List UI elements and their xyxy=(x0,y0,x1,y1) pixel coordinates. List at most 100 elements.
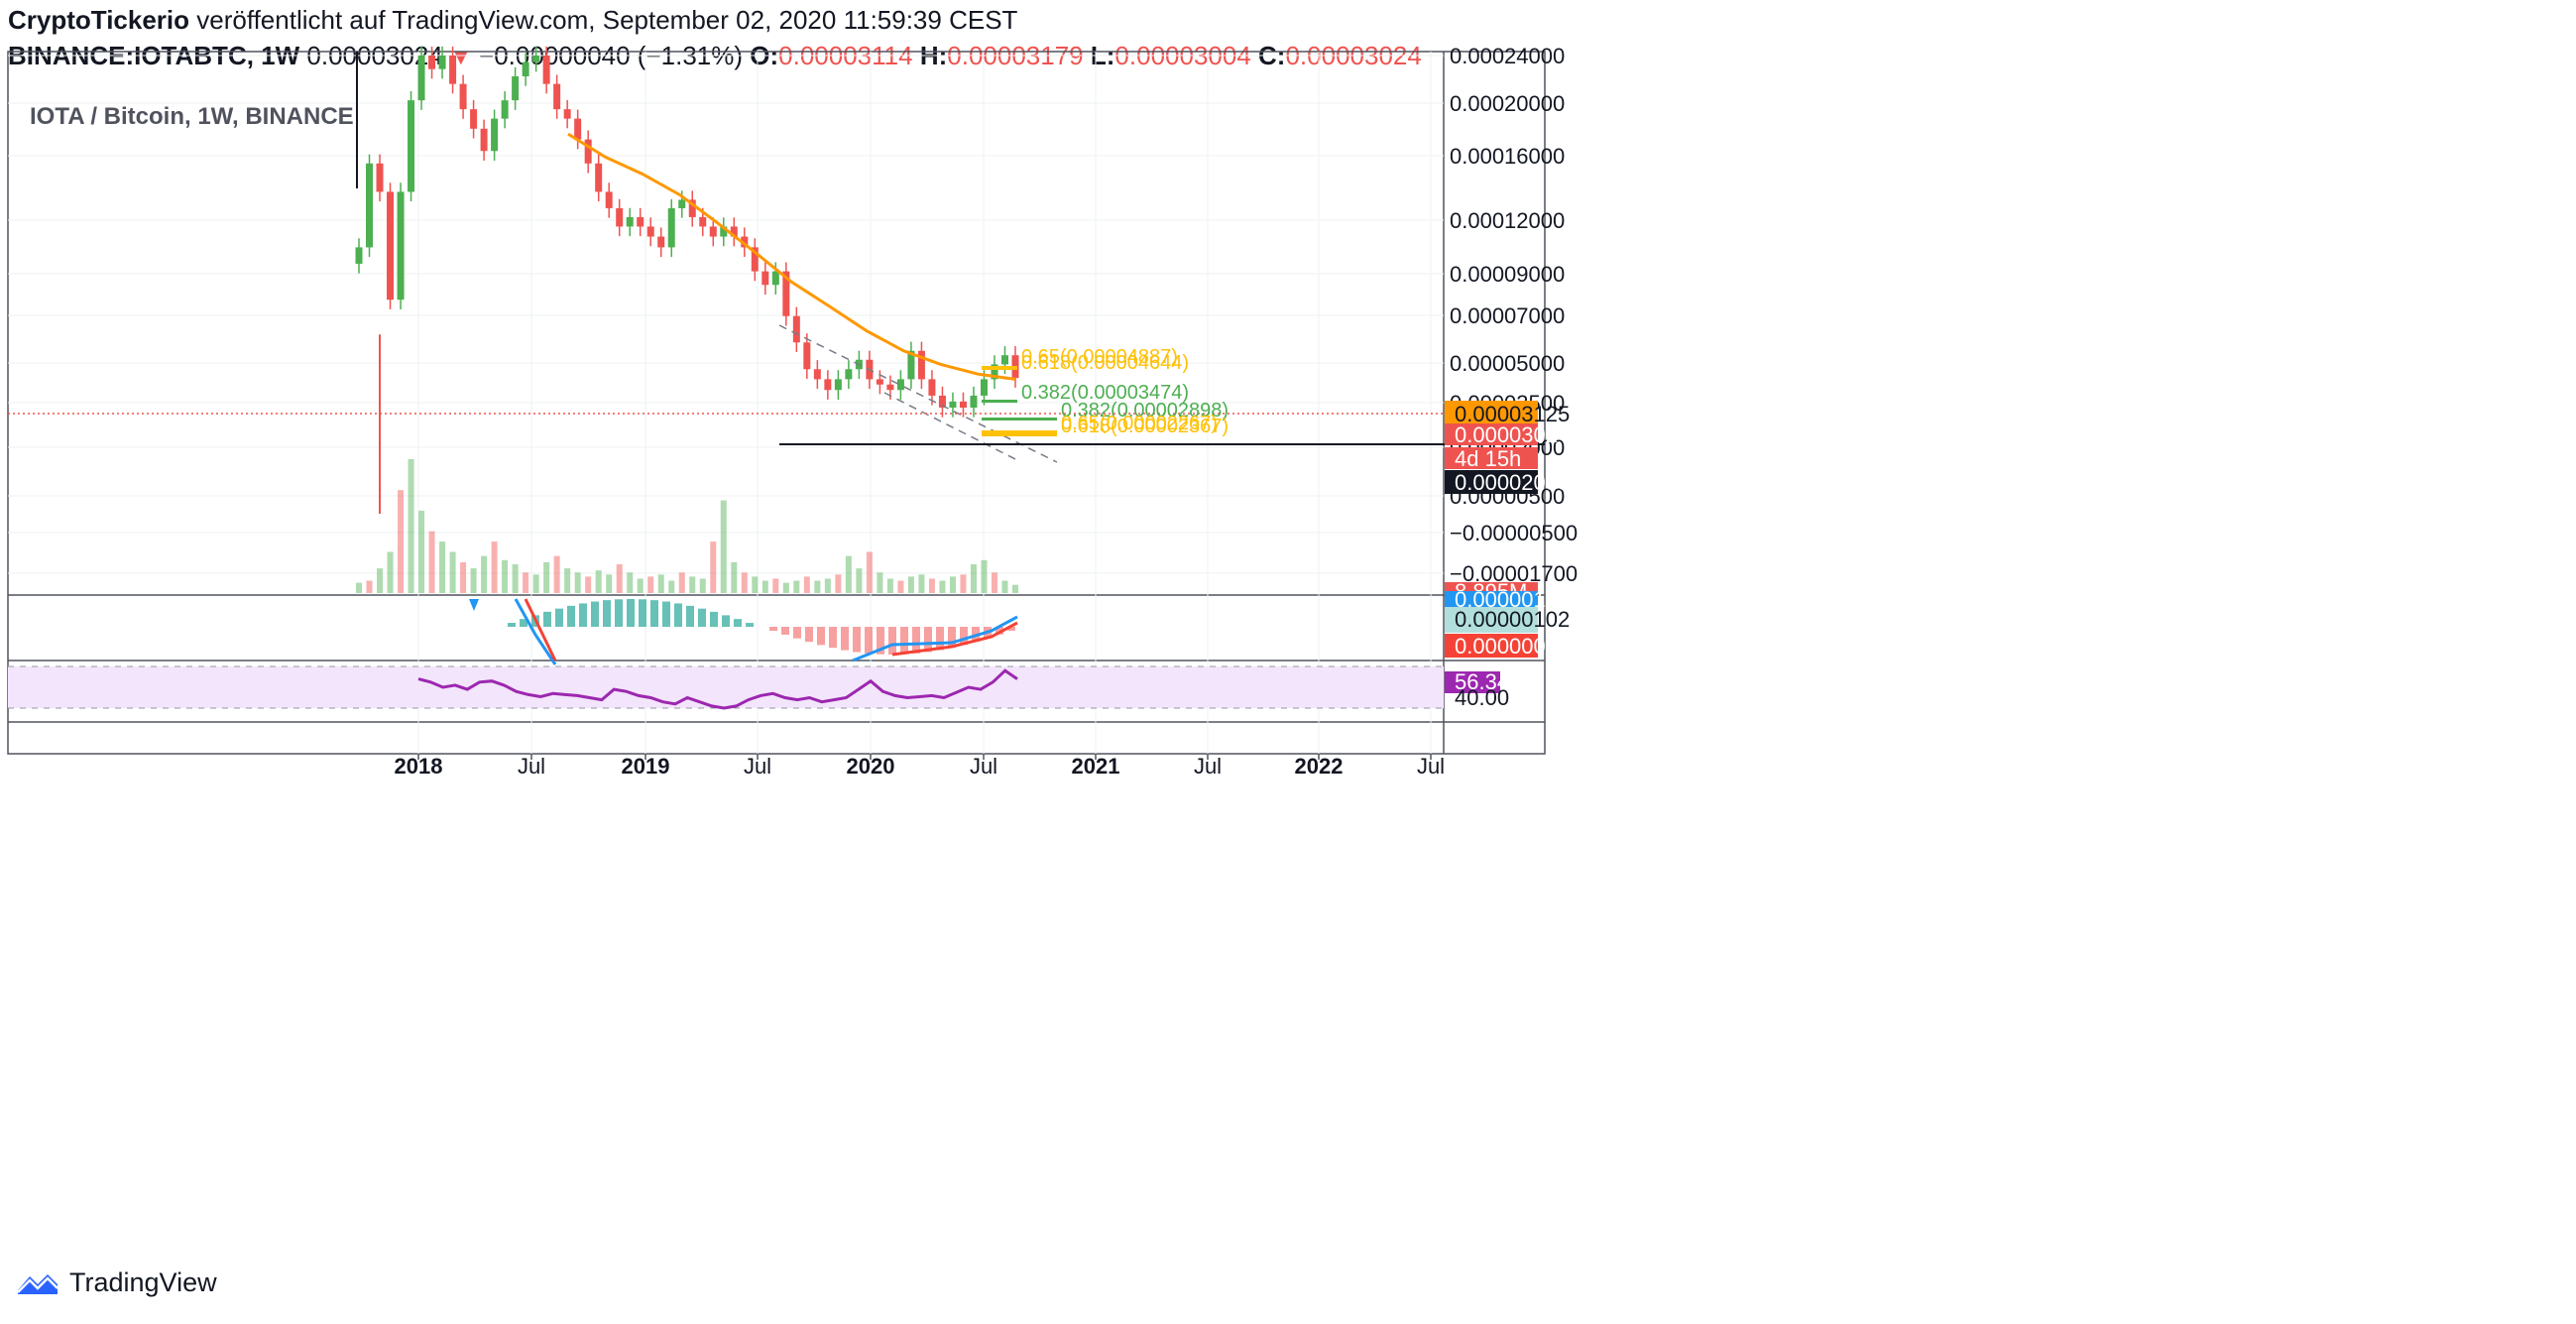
volume-bar xyxy=(356,583,362,593)
macd-histogram-bar xyxy=(853,627,861,652)
volume-bar xyxy=(596,570,602,593)
candle-body xyxy=(803,342,810,369)
macd-histogram-bar xyxy=(639,599,646,627)
y-tick-label: 0.00012000 xyxy=(1450,208,1565,233)
candle-body xyxy=(523,62,529,76)
volume-bar xyxy=(710,542,716,593)
candle-body xyxy=(897,379,904,390)
volume-bar xyxy=(638,578,644,593)
x-tick-label: 2020 xyxy=(847,754,895,779)
candle-body xyxy=(408,100,414,191)
macd-histogram-bar xyxy=(841,627,849,651)
candle-body xyxy=(377,164,384,192)
volume-bar xyxy=(960,574,966,593)
candle-body xyxy=(439,56,446,69)
volume-bar xyxy=(502,560,508,593)
candle-body xyxy=(699,217,706,227)
volume-bar xyxy=(668,581,674,593)
countdown-badge: 4d 15h xyxy=(1455,446,1521,471)
volume-bar xyxy=(606,574,612,593)
macd-hist-badge: 0.00000102 xyxy=(1455,607,1570,632)
macd-histogram-bar xyxy=(710,612,718,627)
volume-bar xyxy=(513,564,519,593)
macd-histogram-bar xyxy=(508,623,516,627)
macd-histogram-bar xyxy=(888,627,896,655)
candle-body xyxy=(564,109,571,119)
y-tick-label: 0.00005000 xyxy=(1450,351,1565,376)
tradingview-logo[interactable]: TradingView xyxy=(16,1267,217,1298)
fib-band xyxy=(982,418,1057,421)
candle-body xyxy=(981,379,988,396)
volume-bar xyxy=(471,568,477,593)
volume-bar xyxy=(492,542,498,593)
macd-histogram-bar xyxy=(746,623,754,627)
candle-body xyxy=(761,272,768,286)
volume-bar xyxy=(835,574,841,593)
candle-body xyxy=(574,119,581,140)
volume-bar xyxy=(846,556,852,593)
volume-bar xyxy=(439,542,445,593)
candle-body xyxy=(949,402,956,408)
macd-histogram-bar xyxy=(662,602,670,627)
volume-bar xyxy=(772,578,778,593)
macd-histogram-bar xyxy=(865,627,873,654)
candle-body xyxy=(553,84,560,110)
macd-histogram-bar xyxy=(627,599,635,627)
fib-band xyxy=(982,366,1017,370)
volume-bar xyxy=(929,578,935,593)
candle-body xyxy=(877,379,883,384)
candle-body xyxy=(637,217,644,227)
x-tick-label: 2018 xyxy=(395,754,443,779)
macd-histogram-bar xyxy=(900,627,908,655)
candle-body xyxy=(532,56,539,62)
macd-histogram-bar xyxy=(769,627,777,631)
candle-body xyxy=(595,164,602,192)
candle-body xyxy=(668,208,675,247)
macd-histogram-bar xyxy=(650,600,658,627)
volume-bar xyxy=(554,556,560,593)
tradingview-logo-icon xyxy=(16,1270,59,1296)
volume-bar xyxy=(981,560,987,593)
x-tick-label: Jul xyxy=(970,754,997,779)
candle-body xyxy=(470,109,477,129)
candle-body xyxy=(606,191,613,208)
candle-body xyxy=(627,217,634,227)
candle-body xyxy=(356,247,363,264)
volume-bar xyxy=(731,562,737,593)
volume-bar xyxy=(783,583,789,593)
volume-bar xyxy=(721,501,727,593)
logo-text: TradingView xyxy=(69,1267,217,1298)
volume-bar xyxy=(617,564,623,593)
level-price-badge: 0.00002033 xyxy=(1455,470,1570,495)
signal-badge: 0.00000049 xyxy=(1455,634,1570,659)
volume-bar xyxy=(533,574,539,593)
volume-bar xyxy=(752,576,758,593)
volume-bar xyxy=(377,568,383,593)
macd-histogram-bar xyxy=(805,627,813,642)
candle-body xyxy=(585,140,592,164)
volume-bar xyxy=(585,576,591,593)
candle-body xyxy=(398,191,405,300)
candle-body xyxy=(647,226,654,236)
volume-bar xyxy=(897,581,903,593)
pane-title: IOTA / Bitcoin, 1W, BINANCE xyxy=(30,103,354,131)
macd-histogram-bar xyxy=(698,609,706,627)
x-tick-label: Jul xyxy=(1194,754,1222,779)
candle-body xyxy=(1001,355,1008,364)
candle-body xyxy=(970,396,977,408)
y-tick-label: 0.00009000 xyxy=(1450,262,1565,287)
volume-bar xyxy=(627,572,633,593)
volume-bar xyxy=(450,551,456,593)
volume-bar xyxy=(418,511,424,593)
macd-histogram-bar xyxy=(734,619,742,627)
macd-histogram-bar xyxy=(722,615,730,627)
volume-bar xyxy=(700,578,706,593)
y-tick-label: −0.00000500 xyxy=(1450,521,1578,545)
x-tick-label: Jul xyxy=(744,754,771,779)
candle-body xyxy=(814,369,821,379)
candle-body xyxy=(824,379,831,390)
y-tick-label: 0.00020000 xyxy=(1450,91,1565,116)
volume-bar xyxy=(867,551,873,593)
